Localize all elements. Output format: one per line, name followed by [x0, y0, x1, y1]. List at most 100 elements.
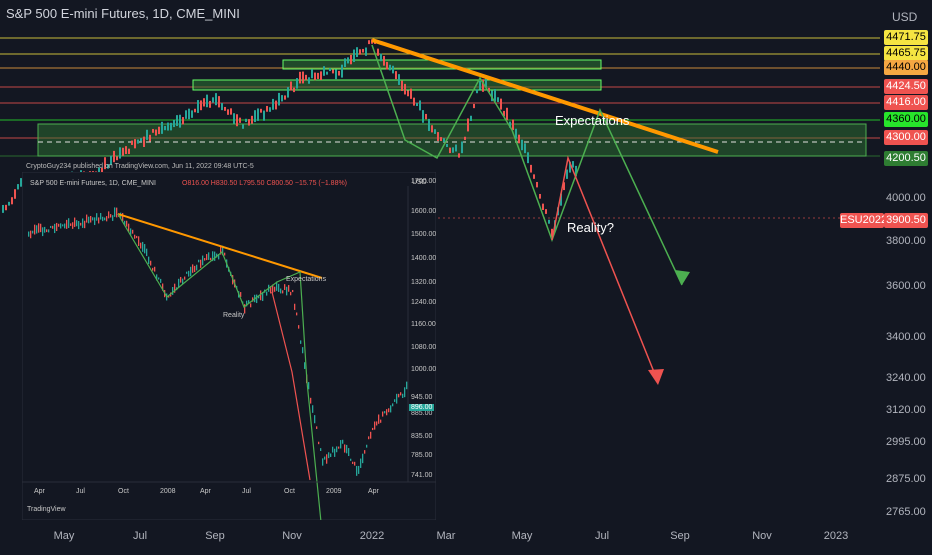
inset-axis-tick: 1080.00 — [411, 344, 437, 351]
candle — [518, 134, 520, 144]
inset-candle — [160, 278, 162, 283]
candle — [350, 54, 352, 65]
inset-candle — [114, 207, 116, 217]
inset-candle — [158, 277, 160, 280]
candle — [8, 201, 10, 206]
inset-candle — [148, 256, 150, 265]
inset-candle — [316, 426, 318, 429]
candle — [551, 228, 553, 237]
candle — [275, 100, 277, 110]
candle — [155, 129, 157, 136]
inset-candle — [104, 217, 106, 221]
inset-reality: Reality — [223, 312, 245, 319]
time-axis-label: 2022 — [359, 530, 385, 542]
candle — [572, 161, 574, 168]
candle — [104, 157, 106, 170]
candle — [437, 132, 439, 141]
candle — [389, 64, 391, 71]
candle — [347, 57, 349, 64]
inset-candle — [220, 245, 222, 255]
inset-axis-tick: 885.00 — [411, 410, 433, 417]
time-axis-label: Jul — [132, 530, 148, 542]
inset-candle — [404, 387, 406, 398]
inset-candle — [346, 444, 348, 454]
candle — [422, 110, 424, 123]
candle — [530, 164, 532, 173]
candle — [290, 81, 292, 91]
annotation-reality: Reality? — [567, 220, 614, 235]
candle — [221, 102, 223, 111]
candle — [257, 108, 259, 121]
candle — [383, 55, 385, 66]
inset-candle — [342, 439, 344, 444]
inset-candle — [300, 340, 302, 344]
inset-candle — [282, 290, 284, 294]
inset-candle — [138, 236, 140, 246]
time-axis-label: May — [511, 530, 533, 542]
candle — [260, 108, 262, 113]
inset-candle — [198, 259, 200, 263]
inset-candle — [110, 214, 112, 218]
price-level-label: 4424.50 — [884, 79, 928, 94]
candle — [443, 138, 445, 143]
candle — [503, 110, 505, 117]
candle — [338, 70, 340, 76]
inset-candle — [372, 427, 374, 431]
candle — [125, 146, 127, 155]
inset-candle — [76, 220, 78, 227]
inset-candle — [402, 393, 404, 398]
candle — [164, 125, 166, 131]
candle — [248, 119, 250, 126]
candle — [461, 141, 463, 154]
candle — [137, 139, 139, 144]
inset-candle — [302, 347, 304, 354]
inset-candle — [396, 393, 398, 404]
candle — [152, 128, 154, 133]
inset-candle — [46, 229, 48, 233]
inset-candle — [58, 223, 60, 227]
candle — [131, 140, 133, 145]
inset-time-label: 2009 — [326, 488, 342, 495]
chart-title: S&P 500 E-mini Futures, 1D, CME_MINI — [6, 6, 240, 21]
inset-candle — [252, 297, 254, 302]
candle — [386, 61, 388, 70]
candle — [395, 71, 397, 80]
inset-candle — [350, 458, 352, 461]
candle — [431, 125, 433, 133]
price-level-label: 4360.00 — [884, 112, 928, 127]
inset-candle — [32, 230, 34, 234]
candle — [266, 105, 268, 112]
inset-candle — [310, 397, 312, 404]
candle — [254, 110, 256, 123]
candle — [116, 156, 118, 161]
candle — [311, 69, 313, 79]
inset-axis-tick: 1000.00 — [411, 366, 437, 373]
currency-label: USD — [892, 10, 918, 24]
inset-candle — [270, 286, 272, 294]
inset-candle — [400, 392, 402, 396]
candle — [281, 95, 283, 102]
inset-candle — [262, 292, 264, 302]
inset-axis-tick: 1600.00 — [411, 208, 437, 215]
candle — [398, 74, 400, 85]
inset-candle — [106, 216, 108, 222]
candle — [419, 100, 421, 111]
inset-candle — [30, 230, 32, 239]
candle — [323, 66, 325, 76]
inset-candle — [334, 448, 336, 457]
candle — [377, 48, 379, 56]
inset-candle — [172, 287, 174, 295]
inset-title: S&P 500 E-mini Futures, 1D, CME_MINI — [30, 180, 156, 187]
inset-candle — [48, 229, 50, 233]
inset-candle — [348, 448, 350, 457]
candle — [542, 203, 544, 211]
candle — [320, 71, 322, 81]
inset-candle — [122, 213, 124, 222]
candle — [209, 100, 211, 108]
candle — [515, 128, 517, 139]
inset-candle — [330, 453, 332, 458]
inset-candle — [116, 207, 118, 218]
inset-candle — [156, 274, 158, 281]
candle — [527, 152, 529, 164]
